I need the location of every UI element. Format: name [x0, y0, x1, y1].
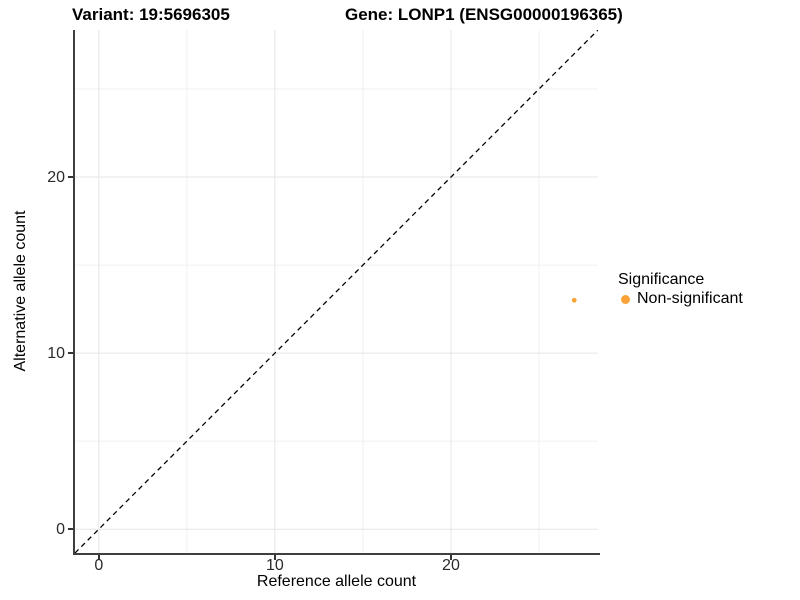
- y-axis-line: [73, 30, 75, 555]
- x-tick-label: 10: [265, 557, 284, 574]
- y-tick-label: 0: [56, 521, 65, 539]
- x-tick-label: 0: [94, 557, 104, 574]
- x-tick-mark: [97, 555, 100, 560]
- legend-title: Significance: [618, 271, 705, 288]
- plot-panel: [74, 29, 599, 554]
- x-tick-mark: [273, 555, 276, 560]
- y-tick-label: 10: [47, 345, 65, 363]
- x-tick-label: 20: [442, 557, 460, 574]
- variant-title: Variant: 19:5696305: [72, 5, 230, 24]
- legend-swatch-icon: [621, 294, 630, 304]
- x-axis-title: Reference allele count: [256, 573, 417, 590]
- legend: Significance Non-significant: [618, 270, 743, 308]
- y-tick-mark: [68, 176, 73, 179]
- y-tick-mark: [68, 352, 73, 355]
- legend-item-label: Non-significant: [637, 290, 743, 307]
- y-tick-label: 20: [47, 169, 65, 187]
- x-tick-mark: [449, 555, 452, 560]
- x-axis-line: [73, 553, 600, 555]
- y-tick-mark: [68, 528, 73, 531]
- scatter-canvas: [74, 29, 599, 554]
- legend-item: Non-significant: [618, 290, 743, 308]
- gene-title: Gene: LONP1 (ENSG00000196365): [345, 5, 623, 24]
- legend-items: Non-significant: [618, 290, 743, 308]
